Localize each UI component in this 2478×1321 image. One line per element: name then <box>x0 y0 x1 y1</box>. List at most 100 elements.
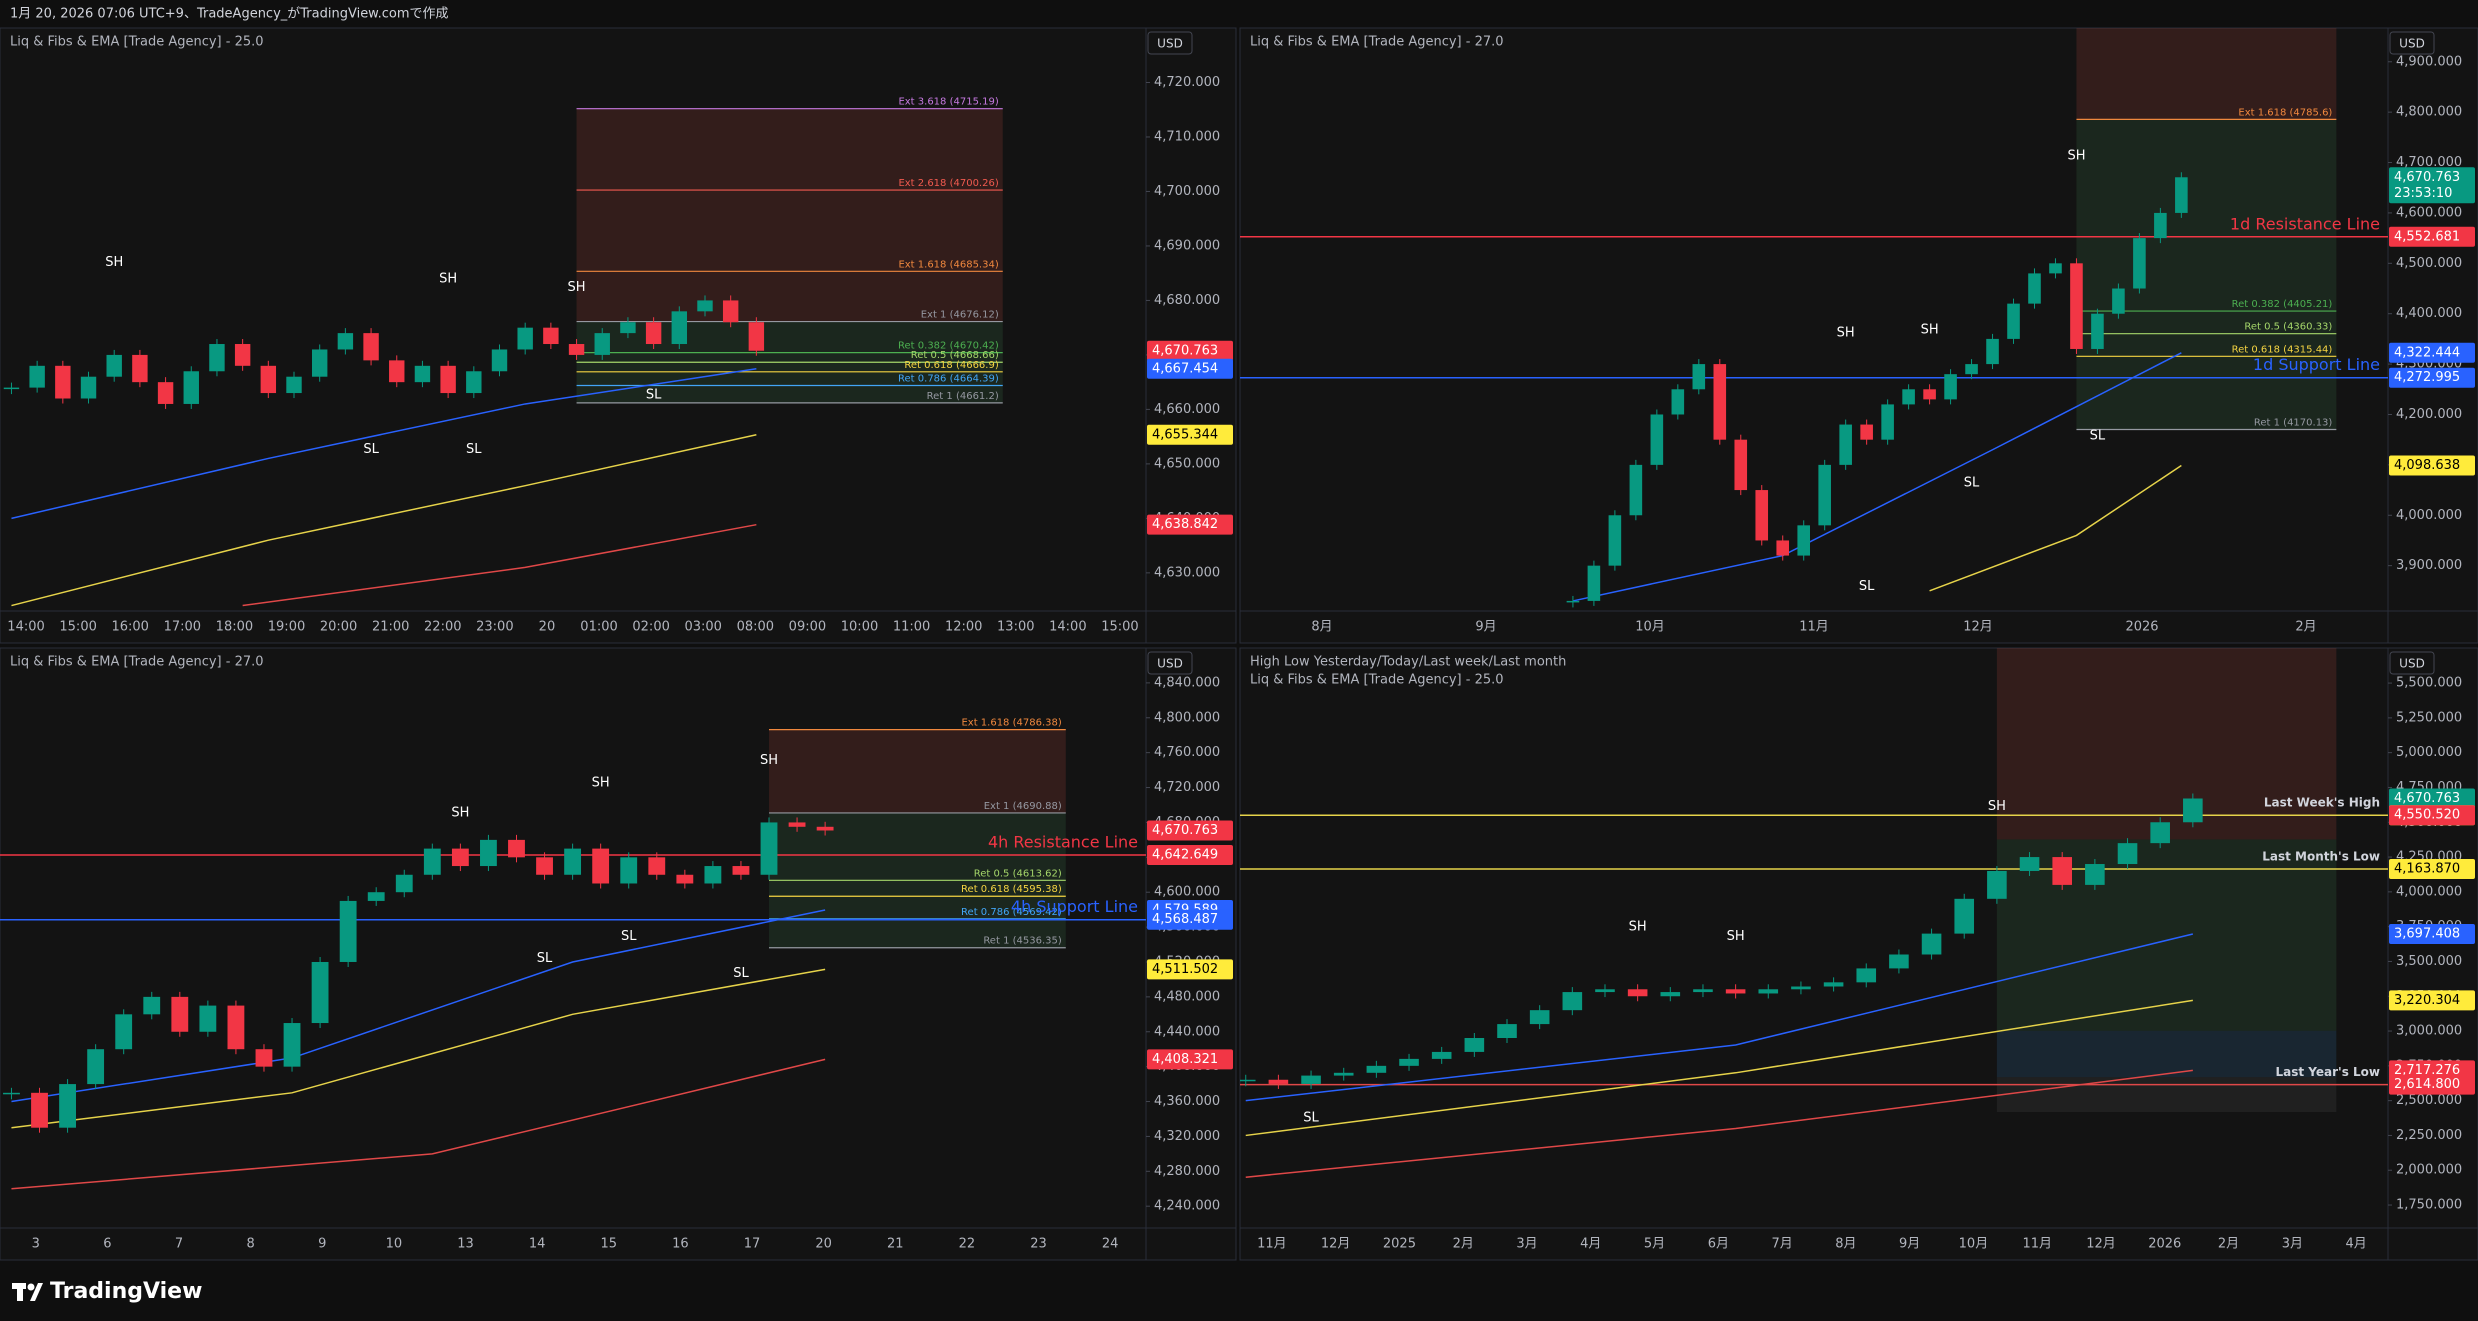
candle <box>491 349 508 372</box>
price-tag <box>1147 358 1233 379</box>
x-tick-label: 2月 <box>1453 1237 1474 1252</box>
price-tag <box>2389 455 2475 476</box>
candle <box>255 1049 273 1067</box>
candle <box>704 866 722 884</box>
x-tick-label: 2026 <box>2148 1237 2181 1252</box>
candle <box>1301 1075 1321 1084</box>
fib-label: Ret 0.5 (4613.62) <box>974 868 1062 879</box>
x-tick-label: 16 <box>672 1237 689 1252</box>
x-tick-label: 4月 <box>1580 1237 1601 1252</box>
fib-label: Ret 0.786 (4569.42) <box>961 907 1062 918</box>
x-tick-label: 17:00 <box>164 620 201 635</box>
price-tag-label: 4,408.321 <box>1152 1052 1218 1067</box>
y-tick-label: 4,480.000 <box>1154 989 1220 1004</box>
y-tick-label: 4,900.000 <box>2396 54 2462 69</box>
y-tick-label: 4,400.000 <box>2396 306 2462 321</box>
x-tick-label: 21:00 <box>372 620 409 635</box>
candle <box>2007 303 2020 339</box>
y-tick-label: 4,660.000 <box>1154 402 1220 417</box>
ema-line <box>11 434 757 607</box>
candle <box>1497 1024 1517 1039</box>
candle <box>234 344 251 366</box>
price-tag-label: 4,163.870 <box>2394 862 2460 877</box>
candle <box>760 822 778 875</box>
swing-label: SL <box>363 442 379 457</box>
panel-title: High Low Yesterday/Today/Last week/Last … <box>1250 655 1566 670</box>
price-tag-label: 4,642.649 <box>1152 848 1218 863</box>
candle <box>568 344 585 355</box>
level-label: 1d Resistance Line <box>2230 214 2380 233</box>
x-tick-label: 3 <box>32 1237 40 1252</box>
candle <box>1240 1079 1256 1082</box>
currency: USD <box>1157 657 1183 671</box>
price-tag <box>2389 167 2475 204</box>
candle <box>87 1049 105 1085</box>
price-tag <box>2389 226 2475 247</box>
candle <box>157 382 174 404</box>
y-tick-label: 4,800.000 <box>1154 710 1220 725</box>
fib-label: Ret 0.786 (4664.39) <box>898 373 999 384</box>
y-tick-label: 4,720.000 <box>1154 780 1220 795</box>
fib-label: Ret 0.618 (4315.44) <box>2232 344 2333 355</box>
panel-title: Liq & Fibs & EMA [Trade Agency] - 25.0 <box>1250 673 1504 688</box>
panel-title: Liq & Fibs & EMA [Trade Agency] - 27.0 <box>1250 35 1504 50</box>
x-tick-label: 2月 <box>2295 620 2316 635</box>
price-tag <box>2389 923 2475 944</box>
candle <box>389 360 405 383</box>
candle <box>227 1005 245 1050</box>
x-tick-label: 22:00 <box>424 620 461 635</box>
ema-line <box>1245 1069 2193 1178</box>
x-tick-label: 16:00 <box>111 620 148 635</box>
x-tick-label: 9月 <box>1899 1237 1920 1252</box>
y-tick-label: 3,000.000 <box>2396 1024 2462 1039</box>
candle <box>31 1092 48 1128</box>
candle <box>1839 424 1852 465</box>
range-zone <box>1996 1077 2337 1112</box>
candle <box>1860 424 1873 440</box>
candle <box>2085 864 2105 885</box>
price-tag-label: 4,670.763 <box>1152 343 1218 358</box>
candle <box>143 996 161 1015</box>
swing-label: SH <box>439 272 457 287</box>
candle <box>620 857 638 884</box>
fib-label: Ret 1 (4661.2) <box>927 391 999 402</box>
price-tag-label: 3,220.304 <box>2394 993 2460 1008</box>
candle <box>1562 992 1583 1011</box>
candle <box>1660 992 1681 997</box>
candle <box>451 848 469 867</box>
candle <box>414 365 431 383</box>
x-tick-label: 14:00 <box>7 620 44 635</box>
candle <box>286 376 302 394</box>
x-tick-label: 19:00 <box>268 620 305 635</box>
y-tick-label: 4,840.000 <box>1154 675 1220 690</box>
price-tag-label: 4,667.454 <box>1152 361 1218 376</box>
candle <box>283 1023 301 1067</box>
header-text: 1月 20, 2026 07:06 UTC+9、TradeAgency_がTra… <box>10 7 449 22</box>
y-tick-label: 4,650.000 <box>1154 456 1220 471</box>
candle <box>1923 389 1936 400</box>
candle <box>748 322 765 351</box>
fib-label: Ext 1.618 (4785.6) <box>2238 107 2332 118</box>
x-tick-label: 23:00 <box>476 620 513 635</box>
price-tag-label: 2,614.800 <box>2394 1077 2460 1092</box>
x-tick-label: 6月 <box>1708 1237 1729 1252</box>
fib-zone-ret <box>2076 119 2337 430</box>
swing-label: SL <box>466 442 482 457</box>
panel-title: Liq & Fibs & EMA [Trade Agency] - 25.0 <box>10 35 264 50</box>
candle <box>1856 968 1877 983</box>
y-tick-label: 5,250.000 <box>2396 710 2462 725</box>
x-tick-label: 12月 <box>1321 1237 1351 1252</box>
price-tag <box>2389 805 2475 826</box>
candle <box>1965 364 1978 375</box>
candle <box>1366 1065 1387 1073</box>
level-label: 1d Support Line <box>2253 355 2380 374</box>
swing-label: SH <box>568 280 586 295</box>
x-tick-label: 13 <box>457 1237 474 1252</box>
currency-box <box>2389 31 2435 55</box>
y-tick-label: 4,500.000 <box>2396 256 2462 271</box>
y-tick-label: 4,600.000 <box>2396 205 2462 220</box>
x-tick-label: 2月 <box>2218 1237 2239 1252</box>
candle <box>1776 540 1790 556</box>
candle <box>2154 212 2167 239</box>
